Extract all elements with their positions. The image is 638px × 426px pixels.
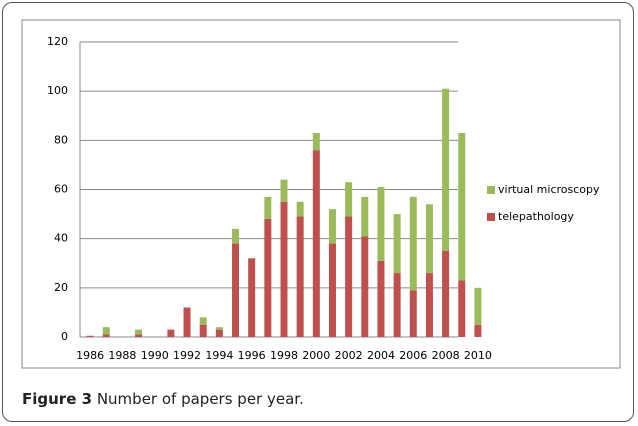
bar-segment xyxy=(135,329,143,335)
bar-segment xyxy=(232,228,240,244)
x-tick-label: 1988 xyxy=(108,349,136,362)
bar-segment xyxy=(215,329,223,337)
x-tick-label: 2000 xyxy=(302,349,330,362)
x-tick-label: 1994 xyxy=(205,349,233,362)
bar-segment xyxy=(199,324,207,337)
x-tick-label: 2002 xyxy=(335,349,363,362)
x-tick-label: 2010 xyxy=(464,349,492,362)
bar-segment xyxy=(183,307,191,337)
bar-segment xyxy=(409,196,417,291)
bar-segment xyxy=(328,243,336,337)
bar-segment xyxy=(264,196,272,219)
bar-segment xyxy=(102,334,110,337)
x-tick-label: 2006 xyxy=(399,349,427,362)
bar-segment xyxy=(393,214,401,274)
bar-segment xyxy=(167,329,175,337)
y-tick-label: 60 xyxy=(54,183,68,196)
bar-segment xyxy=(312,150,320,337)
chart-border xyxy=(21,19,621,369)
bar-segment xyxy=(345,182,353,217)
bar-segment xyxy=(86,335,94,337)
bar-segment xyxy=(199,317,207,325)
y-tick-label: 100 xyxy=(47,84,68,97)
bar-segment xyxy=(280,179,288,202)
x-tick-label: 1996 xyxy=(238,349,266,362)
bar-segment xyxy=(361,236,369,337)
caption: Figure 3 Number of papers per year. xyxy=(22,390,304,408)
caption-text: Number of papers per year. xyxy=(96,390,304,408)
y-tick-label: 40 xyxy=(54,232,68,245)
bar-segment xyxy=(248,258,256,337)
x-tick-label: 2004 xyxy=(367,349,395,362)
bar-segment xyxy=(442,250,450,337)
bar-segment xyxy=(458,280,466,337)
bar-segment xyxy=(425,273,433,337)
bar-segment xyxy=(135,334,143,337)
bar-segment xyxy=(215,327,223,330)
bar-segment xyxy=(312,132,320,151)
bar-segment xyxy=(264,219,272,337)
y-tick-label: 0 xyxy=(61,330,68,343)
bar-segment xyxy=(393,273,401,337)
legend-label: virtual microscopy xyxy=(498,183,600,196)
caption-label: Figure 3 xyxy=(22,390,93,408)
bar-segment xyxy=(458,132,466,281)
x-tick-label: 1986 xyxy=(76,349,104,362)
bar-segment xyxy=(361,196,369,237)
bar-segment xyxy=(425,204,433,274)
x-tick-label: 2008 xyxy=(432,349,460,362)
bar-segment xyxy=(442,88,450,251)
y-tick-label: 20 xyxy=(54,281,68,294)
bar-segment xyxy=(232,243,240,337)
bar-segment xyxy=(377,187,385,261)
bar-segment xyxy=(474,324,482,337)
legend-label: telepathology xyxy=(498,210,574,223)
x-tick-label: 1998 xyxy=(270,349,298,362)
x-tick-label: 1990 xyxy=(141,349,169,362)
bar-segment xyxy=(296,201,304,217)
bar-segment xyxy=(345,216,353,337)
x-tick-label: 1992 xyxy=(173,349,201,362)
bar-segment xyxy=(328,209,336,244)
bar-segment xyxy=(474,287,482,325)
bar-segment xyxy=(102,327,110,335)
legend-swatch xyxy=(487,213,495,221)
legend-swatch xyxy=(487,186,495,194)
bar-segment xyxy=(280,201,288,337)
bar-segment xyxy=(377,260,385,337)
figure-frame xyxy=(2,2,634,422)
y-tick-label: 80 xyxy=(54,133,68,146)
bar-segment xyxy=(409,290,417,337)
y-tick-label: 120 xyxy=(47,35,68,48)
bar-segment xyxy=(296,216,304,337)
